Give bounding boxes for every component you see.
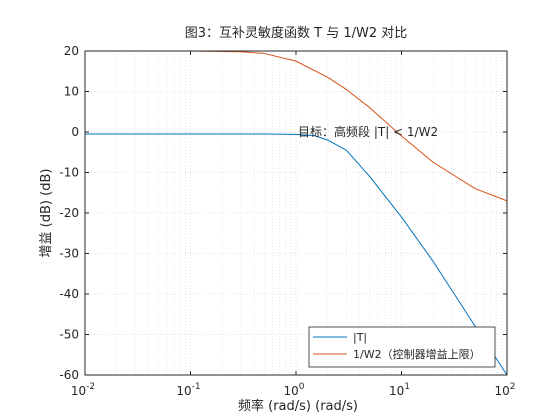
series-layer (85, 50, 508, 376)
x-tick-label: 102 (494, 382, 515, 398)
legend-box (308, 326, 496, 368)
y-tick-label: -60 (59, 368, 79, 382)
y-tick-label: 20 (64, 44, 79, 58)
x-tick-label: 100 (283, 382, 304, 398)
y-tick-label: -40 (59, 287, 79, 301)
legend-label: |T| (353, 331, 367, 344)
y-axis-title: 增益 (dB) (dB) (39, 169, 54, 258)
y-tick-label: -30 (59, 247, 79, 261)
series-line-1 (85, 133, 508, 376)
x-tick-label: 10-1 (176, 382, 200, 398)
chart-annotation: 目标：高频段 |T| < 1/W2 (298, 124, 438, 139)
y-tick-label: -20 (59, 206, 79, 220)
y-tick-label: 0 (71, 125, 79, 139)
legend-label: 1/W2（控制器增益上限） (353, 347, 481, 361)
y-tick-label: 10 (64, 85, 79, 99)
x-tick-label: 10-2 (71, 382, 95, 398)
grid (84, 50, 508, 376)
y-tick-label: -10 (59, 166, 79, 180)
x-axis-title: 频率 (rad/s) (rad/s) (238, 398, 358, 414)
series-line-2 (85, 50, 508, 202)
y-tick-label: -50 (59, 328, 79, 342)
x-tick-label: 101 (389, 382, 410, 398)
chart-title: 图3：互补灵敏度函数 T 与 1/W2 对比 (185, 25, 408, 41)
legend: |T| 1/W2（控制器增益上限） (308, 326, 496, 368)
